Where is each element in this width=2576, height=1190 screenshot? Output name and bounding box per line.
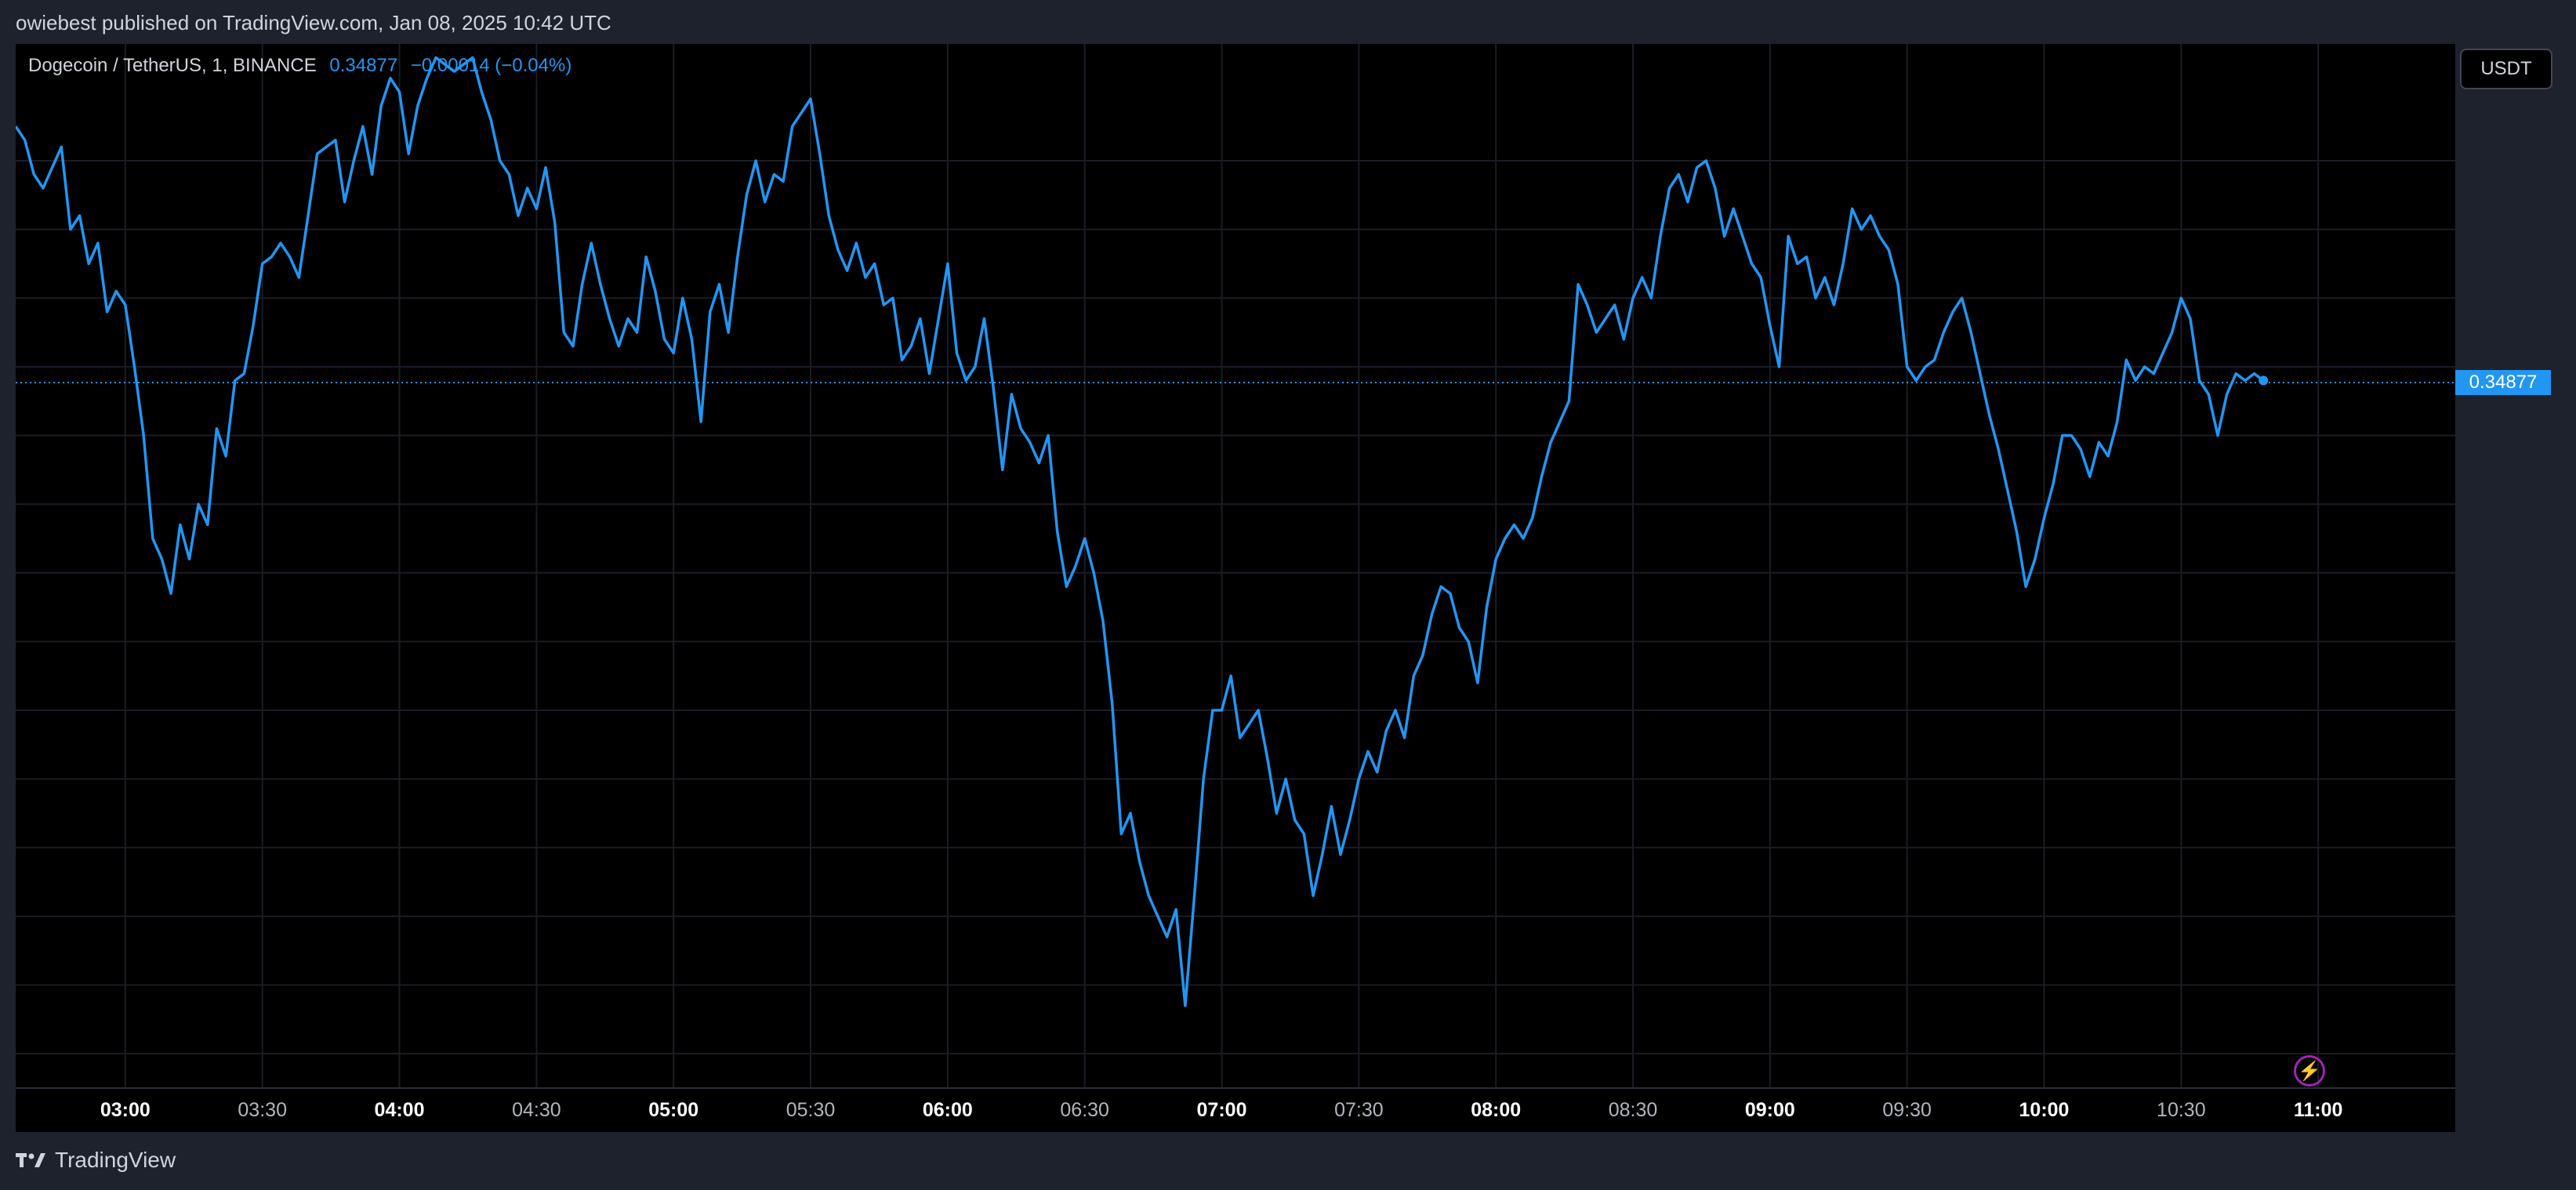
x-axis: 03:00 03:30 04:00 04:30 05:00 05:30 06:00 06:30… [16,1087,2455,1121]
currency-unit-button[interactable]: USDT [2460,49,2552,89]
price-series-line [14,56,2265,1007]
x-tick-label: 03:00 [100,1099,151,1121]
footer: TradingView [0,1132,2576,1190]
x-tick-label: 07:00 [1197,1099,1247,1121]
x-tick-label: 08:00 [1471,1099,1521,1121]
header: owiebest published on TradingView.com, J… [0,0,2576,44]
x-tick-label: 11:00 [2294,1099,2343,1121]
x-tick-label: 04:30 [512,1099,561,1121]
legend-last-price: 0.34877 [329,55,398,76]
last-point-marker [2259,376,2269,386]
x-tick-label: 07:30 [1334,1099,1384,1121]
x-tick-label: 08:30 [1609,1099,1658,1121]
chart-area[interactable]: 0.339000.340000.341000.342000.343000.344… [14,44,2550,1132]
x-tick-label: 06:30 [1060,1099,1109,1121]
x-tick-label: 05:30 [786,1099,836,1121]
symbol-name: Dogecoin / TetherUS, 1, BINANCE [28,55,317,76]
x-tick-label: 10:00 [2019,1099,2070,1121]
last-price-tag: 0.34877 [2455,370,2551,396]
price-chart[interactable]: 0.339000.340000.341000.342000.343000.344… [14,44,2550,1132]
x-tick-label: 09:00 [1745,1099,1795,1121]
brand-name: TradingView [55,1148,176,1172]
publisher-text: owiebest published on TradingView.com, J… [16,11,611,34]
x-tick-label: 03:30 [238,1099,287,1121]
lightning-icon[interactable]: ⚡ [2294,1055,2325,1087]
symbol-legend[interactable]: Dogecoin / TetherUS, 1, BINANCE 0.34877 … [28,55,571,77]
legend-change: −0.00014 (−0.04%) [410,55,572,76]
tradingview-logo-icon [16,1153,45,1167]
x-tick-label: 06:00 [923,1099,973,1121]
x-tick-label: 05:00 [648,1099,698,1121]
x-tick-label: 09:30 [1882,1099,1932,1121]
grid-lines [16,44,2455,1088]
x-tick-label: 04:00 [375,1099,425,1121]
series-layer [14,56,2455,1007]
x-tick-label: 10:30 [2157,1099,2206,1121]
brand[interactable]: TradingView [16,1148,176,1173]
